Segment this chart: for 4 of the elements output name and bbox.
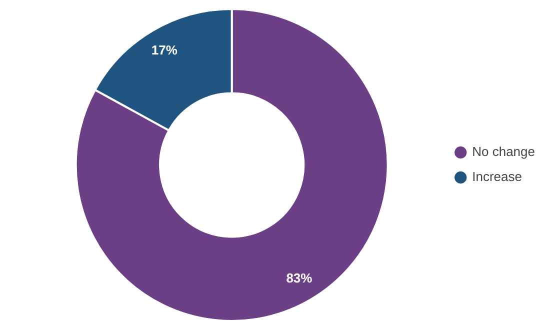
legend-label: No change bbox=[472, 144, 536, 160]
legend-label: Increase bbox=[472, 169, 522, 184]
data-label: 83% bbox=[286, 270, 313, 286]
data-label: 17% bbox=[151, 42, 178, 58]
